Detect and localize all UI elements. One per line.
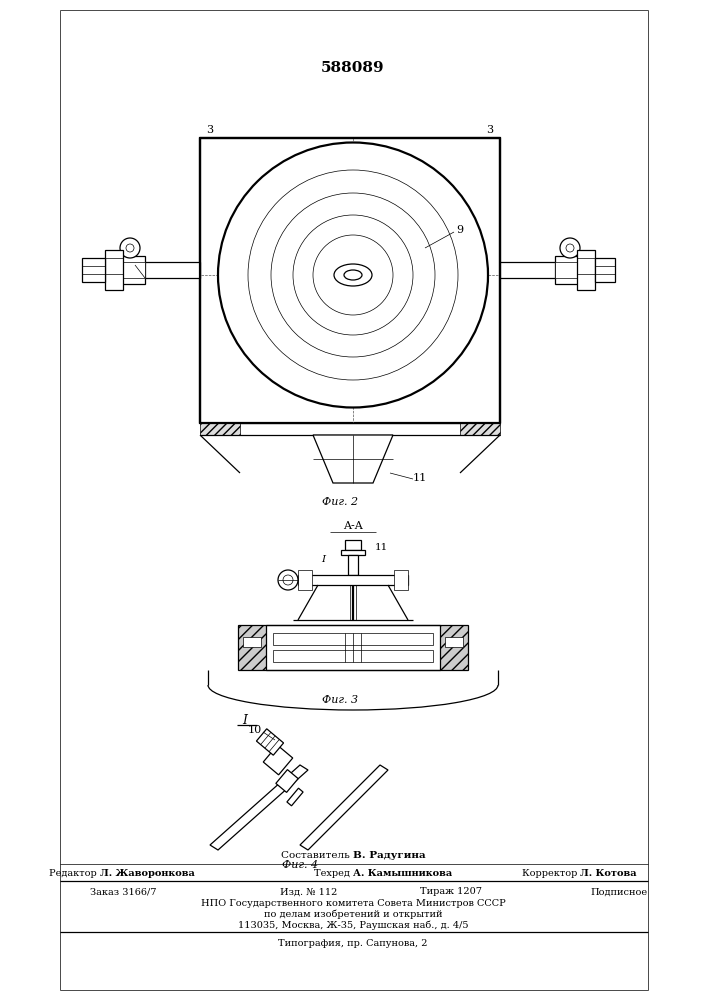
Text: В. Радугина: В. Радугина bbox=[353, 852, 426, 860]
Text: Фиг. 2: Фиг. 2 bbox=[322, 497, 358, 507]
Polygon shape bbox=[287, 788, 303, 806]
Text: Корректор: Корректор bbox=[522, 869, 580, 879]
Ellipse shape bbox=[218, 142, 488, 408]
Bar bbox=[595, 258, 615, 282]
Polygon shape bbox=[210, 765, 308, 850]
Polygon shape bbox=[276, 770, 298, 792]
Bar bbox=[266, 625, 440, 670]
Text: Редактор: Редактор bbox=[49, 869, 100, 879]
Text: Составитель: Составитель bbox=[281, 852, 353, 860]
Circle shape bbox=[560, 238, 580, 258]
Text: 11: 11 bbox=[375, 544, 387, 552]
Bar bbox=[555, 256, 585, 284]
Text: Л. Жаворонкова: Л. Жаворонкова bbox=[100, 869, 195, 879]
Bar bbox=[273, 633, 433, 645]
Bar bbox=[105, 250, 123, 290]
Bar bbox=[394, 570, 408, 590]
Text: Фиг. 4: Фиг. 4 bbox=[282, 860, 318, 870]
Text: 113035, Москва, Ж-35, Раушская наб., д. 4/5: 113035, Москва, Ж-35, Раушская наб., д. … bbox=[238, 920, 468, 930]
Circle shape bbox=[126, 244, 134, 252]
Bar bbox=[348, 555, 358, 575]
Bar bbox=[243, 637, 261, 647]
Text: Типография, пр. Сапунова, 2: Типография, пр. Сапунова, 2 bbox=[279, 938, 428, 948]
Polygon shape bbox=[460, 423, 500, 435]
Bar bbox=[105, 262, 200, 278]
Bar bbox=[115, 256, 145, 284]
Text: по делам изобретений и открытий: по делам изобретений и открытий bbox=[264, 909, 443, 919]
Text: 3: 3 bbox=[486, 125, 493, 135]
Polygon shape bbox=[263, 745, 293, 775]
Circle shape bbox=[566, 244, 574, 252]
Text: 588089: 588089 bbox=[321, 61, 385, 75]
Text: 10: 10 bbox=[248, 725, 262, 735]
Bar bbox=[200, 138, 500, 423]
Text: НПО Государственного комитета Совета Министров СССР: НПО Государственного комитета Совета Мин… bbox=[201, 898, 506, 908]
Bar bbox=[82, 258, 105, 282]
Bar bbox=[298, 570, 312, 590]
Text: Фиг. 3: Фиг. 3 bbox=[322, 695, 358, 705]
Text: I: I bbox=[243, 714, 247, 726]
Ellipse shape bbox=[344, 270, 362, 280]
Ellipse shape bbox=[334, 264, 372, 286]
Polygon shape bbox=[440, 625, 468, 670]
Text: Тираж 1207: Тираж 1207 bbox=[420, 888, 482, 896]
Bar bbox=[500, 262, 590, 278]
Text: Техред: Техред bbox=[314, 869, 353, 879]
Text: A-A: A-A bbox=[343, 521, 363, 531]
Bar bbox=[445, 637, 463, 647]
Bar bbox=[577, 250, 595, 290]
Text: Изд. № 112: Изд. № 112 bbox=[280, 888, 337, 896]
Text: Заказ 3166/7: Заказ 3166/7 bbox=[90, 888, 156, 896]
Polygon shape bbox=[257, 729, 284, 755]
Bar bbox=[345, 540, 361, 550]
Bar bbox=[555, 262, 585, 278]
Bar bbox=[115, 262, 145, 278]
Text: Л. Котова: Л. Котова bbox=[580, 869, 636, 879]
Polygon shape bbox=[313, 435, 393, 483]
Bar bbox=[298, 575, 408, 585]
Text: А. Камышникова: А. Камышникова bbox=[353, 869, 452, 879]
Polygon shape bbox=[300, 765, 388, 850]
Bar bbox=[341, 550, 365, 555]
Polygon shape bbox=[200, 423, 240, 435]
Text: 9: 9 bbox=[457, 225, 464, 235]
Bar bbox=[273, 650, 433, 662]
Circle shape bbox=[278, 570, 298, 590]
Text: Подписное: Подписное bbox=[590, 888, 647, 896]
Text: 11: 11 bbox=[413, 473, 427, 483]
Circle shape bbox=[120, 238, 140, 258]
Text: I: I bbox=[321, 556, 325, 564]
Circle shape bbox=[283, 575, 293, 585]
Text: 3: 3 bbox=[206, 125, 214, 135]
Polygon shape bbox=[238, 625, 266, 670]
